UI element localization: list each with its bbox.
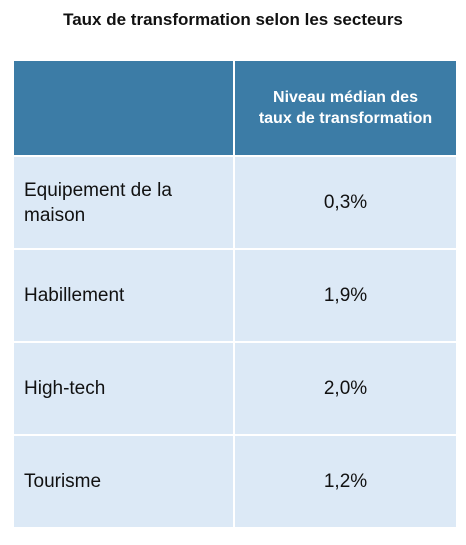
sector-cell: Habillement	[14, 250, 233, 341]
table: Niveau médian des taux de transformation…	[12, 59, 458, 529]
sector-cell: Equipement de la maison	[14, 157, 233, 248]
header-line: Niveau médian des	[273, 89, 418, 106]
table-body: Equipement de la maison 0,3% Habillement 1,…	[14, 157, 456, 527]
sector-cell: Tourisme	[14, 436, 233, 527]
rate-cell: 1,2%	[235, 436, 456, 527]
rate-cell: 0,3%	[235, 157, 456, 248]
sector-cell: High-tech	[14, 343, 233, 434]
rate-cell: 2,0%	[235, 343, 456, 434]
header-cell-empty	[14, 61, 233, 155]
rate-cell: 1,9%	[235, 250, 456, 341]
table-row: Habillement 1,9%	[14, 250, 456, 341]
header-row: Niveau médian des taux de transformation	[14, 61, 456, 155]
title: Taux de transformation selon les secteur…	[63, 10, 403, 29]
table-row: High-tech 2,0%	[14, 343, 456, 434]
table-row: Tourisme 1,2%	[14, 436, 456, 527]
header-cell: Niveau médian des taux de transformation	[235, 61, 456, 155]
header-line: taux de transformation	[258, 110, 433, 127]
table-row: Equipement de la maison 0,3%	[14, 157, 456, 248]
